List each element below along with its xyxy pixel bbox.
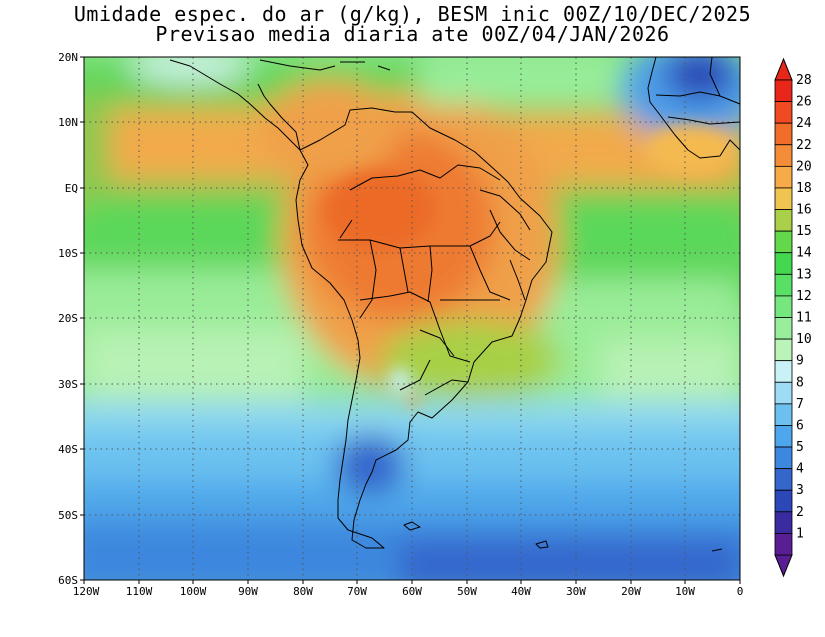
- lon-label: 0: [737, 585, 744, 598]
- colorbar-label: 5: [796, 440, 804, 455]
- lon-label: 20W: [621, 585, 641, 598]
- colorbar-cell: [774, 468, 793, 491]
- colorbar-cell: [774, 122, 793, 146]
- colorbar-cell: [774, 273, 793, 297]
- colorbar-cell: [774, 317, 793, 340]
- colorbar-bottom-arrow: [774, 554, 793, 578]
- colorbar-label: 4: [796, 462, 804, 477]
- coastlines: [169, 56, 741, 552]
- colorbar-cell: [774, 425, 793, 448]
- colorbar-label: 14: [796, 246, 812, 261]
- humidity-field: [84, 57, 740, 580]
- colorbar-cell: [774, 338, 793, 362]
- colorbar-cell: [774, 381, 793, 405]
- colorbar-cell: [774, 101, 793, 124]
- colorbar-label: 28: [796, 73, 812, 88]
- lat-label: EQ: [65, 182, 78, 195]
- colorbar-cell: [774, 403, 793, 426]
- lon-label: 30W: [566, 585, 586, 598]
- graticule: [84, 57, 740, 580]
- lon-label: 80W: [293, 585, 313, 598]
- lat-label: 10S: [58, 247, 78, 260]
- map-title-line-2: Previsao media diaria ate 00Z/04/JAN/202…: [155, 22, 670, 46]
- colorbar-cell: [774, 360, 793, 383]
- colorbar-label: 9: [796, 354, 804, 369]
- map-title-line-1: Umidade espec. do ar (g/kg), BESM inic 0…: [73, 2, 752, 26]
- lat-axis: 20N 10N EQ 10S 20S 30S 40S 50S 60S: [58, 51, 78, 587]
- lon-label: 70W: [347, 585, 367, 598]
- colorbar-label: 10: [796, 332, 812, 347]
- colorbar-cell: [774, 79, 793, 102]
- colorbar-label: 8: [796, 375, 804, 390]
- lon-ticks: [83, 580, 741, 584]
- colorbar-cell: [774, 533, 793, 556]
- colorbar-label: 24: [796, 116, 812, 131]
- lat-label: 10N: [58, 116, 78, 129]
- lon-label: 10W: [675, 585, 695, 598]
- lat-label: 30S: [58, 378, 78, 391]
- colorbar-label: 15: [796, 224, 812, 239]
- lat-label: 20N: [58, 51, 78, 64]
- colorbar-label: 16: [796, 203, 812, 218]
- lon-label: 50W: [457, 585, 477, 598]
- lat-label: 60S: [58, 574, 78, 587]
- colorbar-label: 3: [796, 483, 804, 498]
- colorbar-label: 7: [796, 397, 804, 412]
- lon-label: 40W: [511, 585, 531, 598]
- lat-label: 50S: [58, 509, 78, 522]
- colorbar-label: 11: [796, 311, 812, 326]
- colorbar-label: 1: [796, 526, 804, 541]
- colorbar-cell: [774, 446, 793, 470]
- lon-label: 110W: [126, 585, 153, 598]
- colorbar-cell: [774, 187, 793, 210]
- colorbar-label: 26: [796, 95, 812, 110]
- colorbar-cell: [774, 489, 793, 513]
- lon-label: 100W: [180, 585, 207, 598]
- lat-ticks: [80, 56, 84, 581]
- colorbar-label: 6: [796, 418, 804, 433]
- colorbar-label: 18: [796, 181, 812, 196]
- lat-label: 20S: [58, 312, 78, 325]
- lon-axis: 120W 110W 100W 90W 80W 70W 60W 50W 40W 3…: [73, 585, 744, 598]
- colorbar-label: 20: [796, 159, 812, 174]
- colorbar-cell: [774, 252, 793, 275]
- colorbar-top-arrow: [774, 57, 793, 81]
- lon-label: 60W: [402, 585, 422, 598]
- lon-label: 90W: [238, 585, 258, 598]
- colorbar-cell: [774, 511, 793, 534]
- colorbar: 28 26 24 22 20 18 16 15 14 13 12 11 10 9 8 7 6 5 4 3 2 1: [774, 57, 812, 578]
- colorbar-label: 13: [796, 267, 812, 282]
- colorbar-cell: [774, 144, 793, 167]
- colorbar-label: 2: [796, 505, 804, 520]
- colorbar-label: 12: [796, 289, 812, 304]
- colorbar-label: 22: [796, 138, 812, 153]
- colorbar-cell: [774, 209, 793, 232]
- colorbar-cell: [774, 295, 793, 318]
- lon-label: 120W: [73, 585, 100, 598]
- colorbar-cell: [774, 230, 793, 254]
- lat-label: 40S: [58, 443, 78, 456]
- colorbar-cell: [774, 165, 793, 189]
